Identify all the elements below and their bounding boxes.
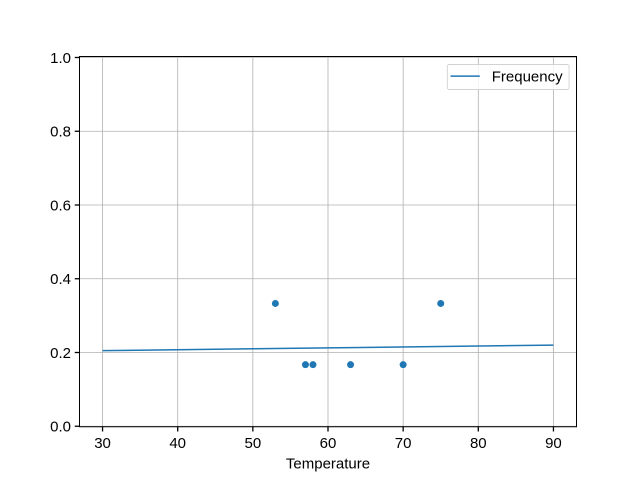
svg-text:50: 50 [245,435,262,452]
svg-text:60: 60 [320,435,337,452]
svg-text:0.4: 0.4 [50,271,71,288]
svg-text:Frequency: Frequency [492,68,563,85]
svg-text:70: 70 [395,435,412,452]
svg-text:80: 80 [470,435,487,452]
svg-text:90: 90 [545,435,562,452]
svg-text:0.6: 0.6 [50,197,71,214]
svg-text:0.2: 0.2 [50,345,71,362]
svg-text:40: 40 [169,435,186,452]
svg-text:Temperature: Temperature [286,455,370,472]
svg-text:1.0: 1.0 [50,50,71,67]
svg-text:0.0: 0.0 [50,419,71,436]
svg-text:0.8: 0.8 [50,124,71,141]
svg-text:30: 30 [94,435,111,452]
